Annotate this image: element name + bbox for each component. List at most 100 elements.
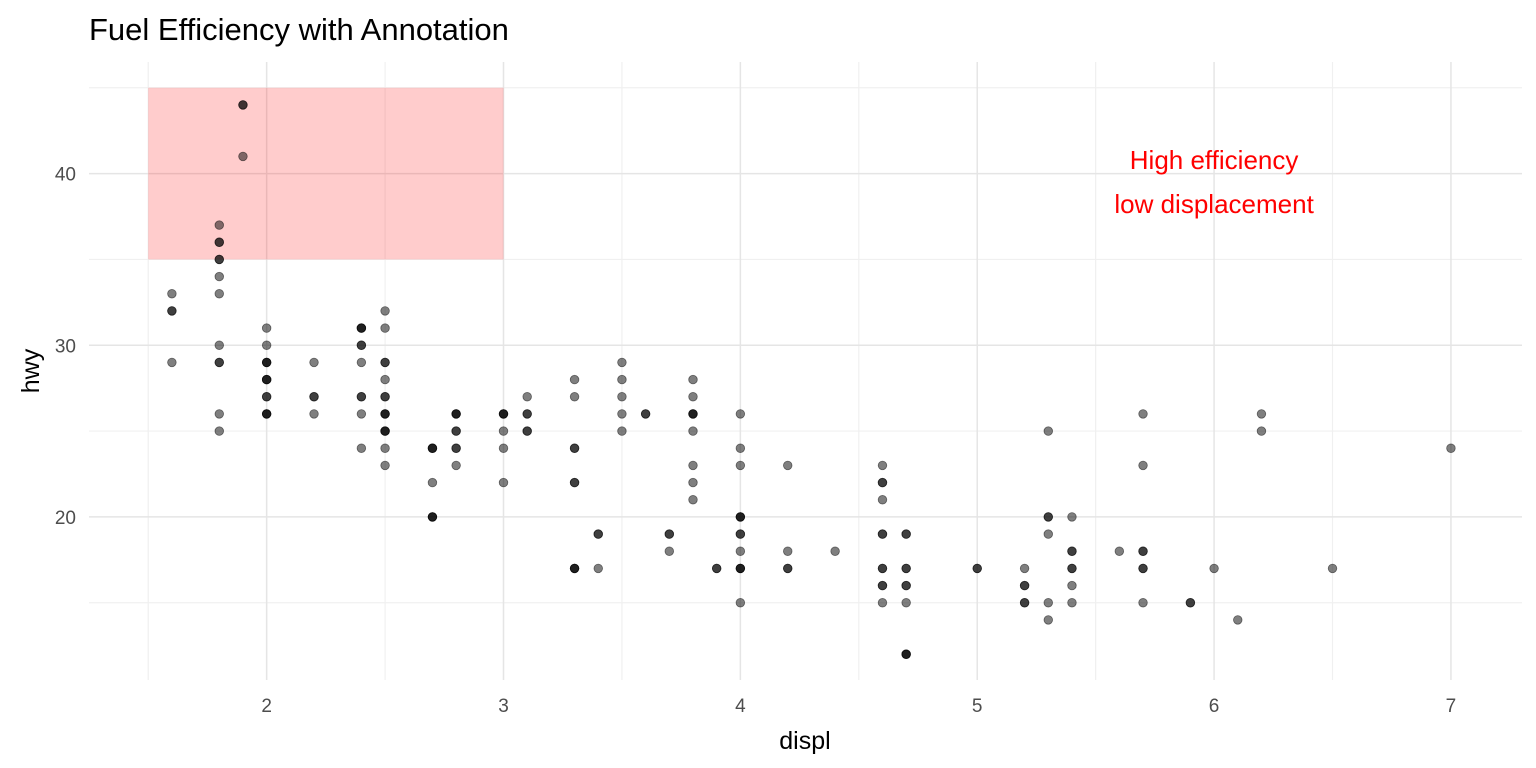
data-point: [451, 460, 461, 471]
data-point: [735, 563, 746, 574]
data-point: [167, 306, 177, 316]
data-point: [498, 409, 509, 419]
x-tick-label: 5: [972, 696, 983, 717]
data-point: [688, 495, 698, 505]
data-point: [238, 100, 248, 110]
data-point: [1138, 460, 1148, 471]
highlight-region: [148, 87, 504, 260]
data-point: [877, 580, 888, 591]
data-point: [1138, 546, 1148, 556]
data-point: [1043, 615, 1053, 625]
y-axis-title: hwy: [17, 348, 45, 393]
data-point: [688, 392, 698, 402]
data-point: [380, 357, 390, 368]
data-point: [522, 409, 532, 419]
data-point: [1043, 512, 1053, 522]
y-axis-ticks: 20 30 40: [55, 165, 76, 529]
data-point: [1067, 546, 1077, 556]
data-point: [1138, 409, 1148, 419]
data-point: [380, 374, 390, 385]
data-point: [783, 546, 793, 556]
data-point: [617, 374, 627, 385]
data-point: [783, 460, 793, 471]
data-point: [1256, 409, 1267, 419]
data-point: [1067, 580, 1077, 591]
data-point: [688, 374, 698, 385]
data-point: [901, 563, 911, 574]
x-tick-label: 4: [735, 696, 746, 717]
data-point: [877, 529, 888, 539]
x-tick-label: 6: [1209, 696, 1220, 717]
data-point: [380, 460, 390, 471]
data-point: [261, 392, 272, 402]
data-point: [261, 323, 272, 333]
data-point: [617, 409, 627, 419]
y-tick-label: 20: [55, 508, 76, 529]
minor-gridlines: [89, 62, 1522, 680]
data-point: [1019, 563, 1030, 574]
data-point: [498, 477, 509, 488]
data-point: [569, 374, 580, 385]
major-gridlines: [89, 62, 1522, 680]
data-point: [309, 392, 319, 402]
data-point: [214, 340, 224, 350]
data-point: [356, 443, 367, 453]
data-point: [901, 649, 911, 659]
data-point: [380, 306, 390, 316]
data-point: [1327, 563, 1338, 574]
data-point: [498, 443, 509, 453]
data-point: [877, 460, 888, 471]
data-point: [617, 392, 627, 402]
data-point: [380, 443, 390, 453]
data-point: [688, 477, 698, 488]
data-point: [309, 357, 319, 368]
data-point: [711, 563, 722, 574]
data-point: [451, 426, 461, 436]
data-point: [214, 409, 224, 419]
data-point: [664, 529, 675, 539]
data-point: [356, 357, 367, 368]
data-point: [1256, 426, 1267, 436]
data-point: [569, 392, 580, 402]
data-point: [1138, 563, 1148, 574]
chart-title: Fuel Efficiency with Annotation: [89, 12, 509, 47]
data-point: [735, 598, 746, 608]
data-point: [877, 598, 888, 608]
x-axis-title: displ: [779, 727, 830, 755]
data-point: [1067, 563, 1077, 574]
data-point: [1233, 615, 1243, 625]
data-point: [1019, 598, 1030, 608]
data-point: [569, 477, 580, 488]
data-point: [593, 529, 603, 539]
data-point: [972, 563, 982, 574]
data-point: [214, 220, 224, 230]
data-point: [1114, 546, 1125, 556]
data-point: [735, 529, 746, 539]
data-point: [498, 426, 509, 436]
data-point: [261, 374, 272, 385]
data-point: [380, 426, 390, 436]
data-point: [214, 357, 224, 368]
x-tick-label: 2: [261, 696, 272, 717]
data-point: [380, 323, 390, 333]
data-point: [214, 426, 224, 436]
data-point: [451, 409, 461, 419]
data-point: [380, 409, 390, 419]
data-point: [640, 409, 651, 419]
data-point: [735, 546, 746, 556]
data-point: [261, 409, 272, 419]
x-axis-ticks: 2 3 4 5 6 7: [261, 696, 1456, 717]
data-point: [617, 426, 627, 436]
data-point: [356, 409, 367, 419]
annotation-line-2: low displacement: [1114, 189, 1314, 219]
data-point: [1019, 580, 1030, 591]
data-point: [356, 323, 367, 333]
data-point: [427, 443, 438, 453]
data-point: [688, 409, 698, 419]
data-point: [664, 546, 675, 556]
data-point: [877, 477, 888, 488]
data-point: [427, 477, 438, 488]
data-point: [1043, 529, 1053, 539]
data-point: [356, 392, 367, 402]
